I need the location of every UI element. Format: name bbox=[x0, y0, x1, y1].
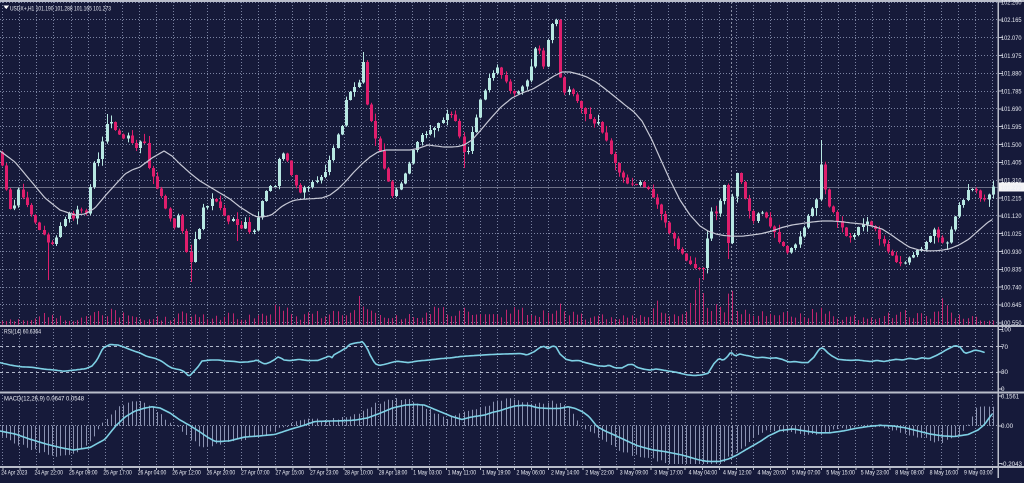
svg-text:24 Apr 2023: 24 Apr 2023 bbox=[1, 470, 27, 477]
svg-text:100.645: 100.645 bbox=[1001, 302, 1022, 309]
svg-text:5 May 07:00: 5 May 07:00 bbox=[792, 470, 821, 477]
svg-text:100: 100 bbox=[1001, 327, 1011, 334]
svg-text:101.405: 101.405 bbox=[1001, 160, 1022, 167]
svg-text:101.215: 101.215 bbox=[1001, 195, 1022, 202]
svg-text:3 May 17:00: 3 May 17:00 bbox=[654, 470, 683, 477]
svg-text:100.550: 100.550 bbox=[1001, 320, 1022, 327]
svg-text:101.690: 101.690 bbox=[1001, 106, 1022, 113]
svg-text:101.025: 101.025 bbox=[1001, 231, 1022, 238]
svg-text:101.785: 101.785 bbox=[1001, 88, 1022, 95]
svg-text:101.880: 101.880 bbox=[1001, 71, 1022, 78]
svg-text:100.930: 100.930 bbox=[1001, 249, 1022, 256]
svg-text:100.740: 100.740 bbox=[1001, 284, 1022, 291]
svg-text:30: 30 bbox=[1001, 369, 1008, 376]
svg-text:101.975: 101.975 bbox=[1001, 53, 1022, 60]
svg-text:28 Apr 10:00: 28 Apr 10:00 bbox=[344, 470, 373, 477]
svg-text:0: 0 bbox=[1001, 386, 1005, 393]
svg-text:8 May 08:00: 8 May 08:00 bbox=[895, 470, 924, 477]
svg-text:4 May 20:00: 4 May 20:00 bbox=[758, 470, 787, 477]
svg-text:8 May 16:00: 8 May 16:00 bbox=[930, 470, 959, 477]
svg-text:5 May 23:00: 5 May 23:00 bbox=[861, 470, 890, 477]
svg-text:102.260: 102.260 bbox=[1001, 0, 1022, 6]
svg-text:2 May 06:00: 2 May 06:00 bbox=[517, 470, 546, 477]
svg-text:28 Apr 18:00: 28 Apr 18:00 bbox=[379, 470, 408, 477]
svg-text:101.595: 101.595 bbox=[1001, 124, 1022, 131]
svg-text:102.070: 102.070 bbox=[1001, 35, 1022, 42]
svg-text:101.120: 101.120 bbox=[1001, 213, 1022, 220]
svg-text:101.500: 101.500 bbox=[1001, 142, 1022, 149]
svg-text:9 May 03:00: 9 May 03:00 bbox=[964, 470, 993, 477]
svg-text:26 Apr 04:00: 26 Apr 04:00 bbox=[138, 470, 167, 477]
svg-text:1 May 11:00: 1 May 11:00 bbox=[448, 470, 477, 477]
svg-text:101.310: 101.310 bbox=[1001, 178, 1022, 185]
svg-text:4 May 04:00: 4 May 04:00 bbox=[689, 470, 718, 477]
svg-text:27 Apr 23:00: 27 Apr 23:00 bbox=[310, 470, 339, 477]
svg-text:4 May 12:00: 4 May 12:00 bbox=[723, 470, 752, 477]
svg-text:5 May 15:00: 5 May 15:00 bbox=[826, 470, 855, 477]
svg-text:1 May 19:00: 1 May 19:00 bbox=[482, 470, 511, 477]
svg-text:70: 70 bbox=[1001, 344, 1008, 351]
svg-text:3 May 09:00: 3 May 09:00 bbox=[620, 470, 649, 477]
svg-text:MACD(12,26,9) 0.0647 0.0548: MACD(12,26,9) 0.0647 0.0548 bbox=[4, 396, 84, 403]
svg-text:25 Apr 17:00: 25 Apr 17:00 bbox=[103, 470, 132, 477]
svg-text:2 May 22:00: 2 May 22:00 bbox=[585, 470, 614, 477]
svg-text:RSI(14) 60.6364: RSI(14) 60.6364 bbox=[4, 329, 41, 336]
svg-text:27 Apr 15:00: 27 Apr 15:00 bbox=[275, 470, 304, 477]
svg-text:101.273: 101.273 bbox=[1001, 185, 1022, 192]
svg-text:27 Apr 07:00: 27 Apr 07:00 bbox=[241, 470, 270, 477]
svg-text:1 May 03:00: 1 May 03:00 bbox=[413, 470, 442, 477]
svg-text:100.835: 100.835 bbox=[1001, 267, 1022, 274]
svg-text:0.1561: 0.1561 bbox=[1001, 394, 1019, 401]
svg-text:26 Apr 20:00: 26 Apr 20:00 bbox=[207, 470, 236, 477]
svg-text:0.00: 0.00 bbox=[1001, 423, 1013, 430]
svg-text:USDX+,H1 101.190 101.288 101.1: USDX+,H1 101.190 101.288 101.165 101.273 bbox=[10, 5, 111, 12]
svg-text:102.165: 102.165 bbox=[1001, 17, 1022, 24]
svg-text:25 Apr 09:00: 25 Apr 09:00 bbox=[69, 470, 98, 477]
svg-text:24 Apr 22:00: 24 Apr 22:00 bbox=[34, 470, 63, 477]
svg-text:-0.2043: -0.2043 bbox=[1001, 461, 1022, 468]
svg-text:26 Apr 12:00: 26 Apr 12:00 bbox=[172, 470, 201, 477]
svg-text:2 May 14:00: 2 May 14:00 bbox=[551, 470, 580, 477]
